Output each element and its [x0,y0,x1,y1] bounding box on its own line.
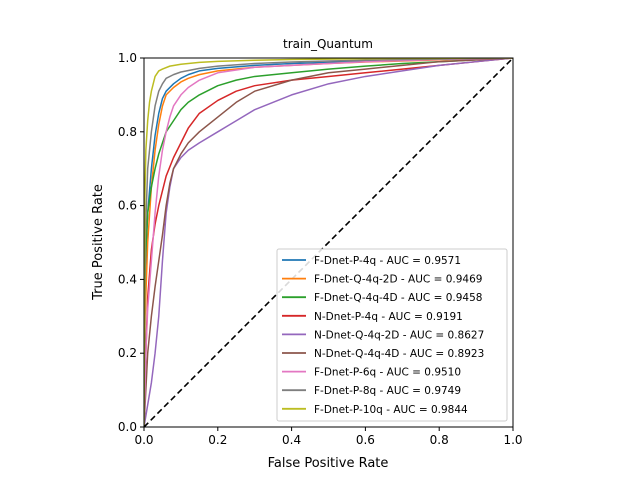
x-tick-label-0: 0.0 [134,433,153,447]
y-tick-label-3: 0.6 [118,199,137,213]
y-tick-label-5: 1.0 [118,51,137,65]
x-tick-label-5: 1.0 [503,433,522,447]
chance-diagonal [143,57,514,428]
y-axis-ticks: 0.0 0.2 0.4 0.6 0.8 1.0 [118,51,144,434]
series-line-6 [144,58,513,427]
series-line-7 [144,58,513,427]
y-axis-label: True Positive Rate [91,184,106,301]
legend-label-1: F-Dnet-Q-4q-2D - AUC = 0.9469 [314,274,482,286]
plot-frame [143,57,514,428]
legend-label-8: F-Dnet-P-10q - AUC = 0.9844 [314,404,468,416]
x-tick-label-2: 0.4 [282,433,301,447]
x-tick-label-1: 0.2 [208,433,227,447]
x-tick-label-3: 0.6 [356,433,375,447]
series-line-5 [144,58,513,427]
plot-area [143,57,514,428]
legend-label-4: N-Dnet-Q-4q-2D - AUC = 0.8627 [314,329,484,341]
x-axis-ticks: 0.0 0.2 0.4 0.6 0.8 1.0 [134,427,523,447]
chart-title: train_Quantum [283,37,373,51]
y-tick-label-0: 0.0 [118,420,137,434]
series-line-8 [144,58,513,427]
legend-label-2: F-Dnet-Q-4q-4D - AUC = 0.9458 [314,292,482,304]
y-tick-label-4: 0.8 [118,125,137,139]
legend: F-Dnet-P-4q - AUC = 0.9571 F-Dnet-Q-4q-2D… [276,248,508,422]
x-axis-label: False Positive Rate [268,456,389,471]
legend-label-7: F-Dnet-P-8q - AUC = 0.9749 [314,385,461,397]
legend-label-5: N-Dnet-Q-4q-4D - AUC = 0.8923 [314,348,484,360]
legend-label-3: N-Dnet-P-4q - AUC = 0.9191 [314,311,463,323]
y-tick-label-1: 0.2 [118,346,137,360]
series-layer [144,58,513,427]
y-tick-label-2: 0.4 [118,272,137,286]
series-line-2 [144,58,513,427]
legend-label-0: F-Dnet-P-4q - AUC = 0.9571 [314,255,461,267]
legend-label-6: F-Dnet-P-6q - AUC = 0.9510 [314,367,461,379]
x-tick-label-4: 0.8 [430,433,449,447]
legend-box [276,248,508,422]
series-line-4 [144,58,513,427]
